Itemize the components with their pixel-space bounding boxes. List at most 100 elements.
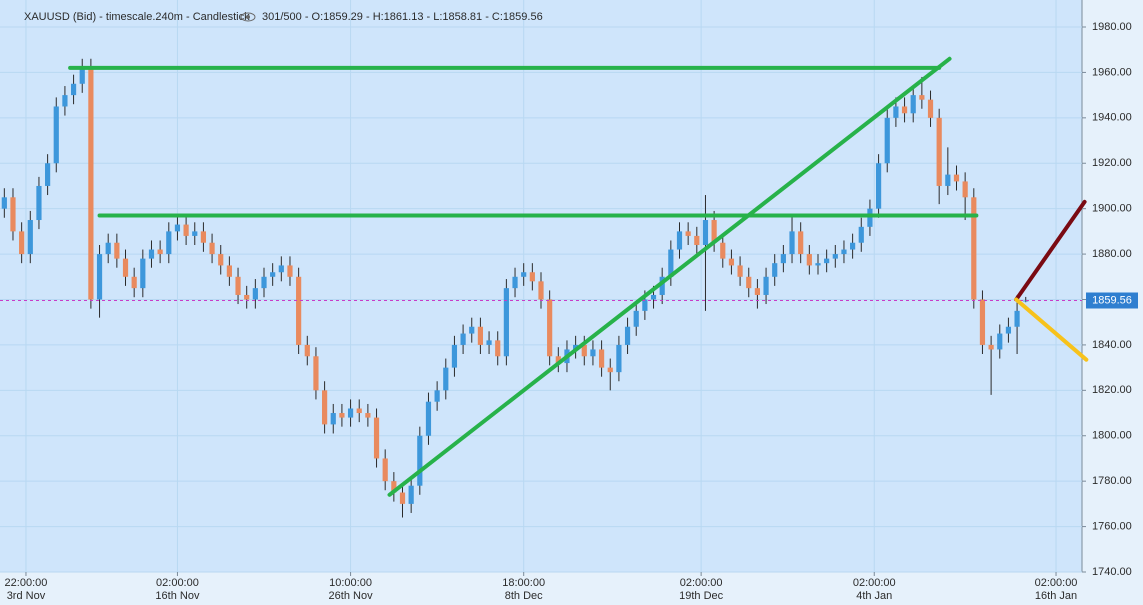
- candle-body: [114, 242, 120, 259]
- candle-body: [737, 265, 743, 277]
- candle-body: [962, 181, 968, 198]
- candle-body: [555, 356, 561, 364]
- candle-body: [296, 276, 302, 345]
- candle-body: [858, 226, 864, 243]
- candle-body: [798, 231, 804, 255]
- trend-line: [1014, 199, 1087, 302]
- candle-body: [391, 481, 397, 493]
- x-axis-area: [0, 572, 1082, 605]
- candle-body: [720, 242, 726, 259]
- candle-body: [824, 258, 830, 264]
- candle-body: [607, 367, 613, 373]
- candle-body: [313, 356, 319, 391]
- y-tick-label: 1960.00: [1092, 66, 1132, 78]
- candle-body: [365, 413, 371, 418]
- candle-body: [893, 106, 899, 118]
- candle-body: [373, 417, 380, 459]
- candle-body: [953, 174, 960, 182]
- candle-body: [174, 224, 181, 232]
- candle-body: [884, 117, 890, 164]
- candle-body: [252, 288, 258, 300]
- candle-body: [521, 272, 527, 277]
- x-tick-label: 18:00:00: [502, 577, 545, 589]
- y-tick-label: 1980.00: [1092, 21, 1132, 33]
- x-tick-label: 02:00:00: [680, 577, 723, 589]
- x-tick-date: 26th Nov: [329, 590, 374, 602]
- candle-body: [685, 231, 691, 236]
- candle-body: [806, 254, 812, 266]
- candle-body: [945, 174, 951, 186]
- candle-body: [434, 390, 440, 402]
- candle-body: [460, 333, 466, 345]
- x-tick-date: 8th Dec: [505, 590, 543, 602]
- y-tick-label: 1800.00: [1092, 430, 1132, 442]
- trend-line: [387, 56, 952, 497]
- x-tick-date: 16th Jan: [1035, 590, 1077, 602]
- candle-body: [650, 294, 657, 300]
- candle-body: [598, 349, 605, 368]
- candle-body: [512, 276, 518, 289]
- candle-body: [79, 67, 85, 84]
- candle-body: [399, 492, 406, 504]
- candle-body: [772, 263, 778, 277]
- candle-body: [875, 163, 882, 209]
- candle-body: [425, 401, 432, 436]
- candle-body: [711, 220, 717, 243]
- y-tick-label: 1780.00: [1092, 475, 1132, 487]
- candle-body: [192, 231, 198, 236]
- candle-body: [971, 197, 977, 300]
- candle-body: [417, 435, 423, 486]
- header-stats: 301/500 - O:1859.29 - H:1861.13 - L:1858…: [262, 11, 543, 23]
- candle-body: [226, 265, 232, 277]
- candle-body: [581, 344, 587, 357]
- x-tick-label: 02:00:00: [156, 577, 199, 589]
- candle-body: [469, 326, 475, 334]
- candle-body: [867, 208, 873, 227]
- candle-body: [997, 333, 1003, 350]
- candle-body: [754, 288, 760, 295]
- candle-body: [10, 197, 16, 232]
- candle-body: [624, 326, 631, 345]
- candle-body: [235, 276, 241, 295]
- candle-body: [547, 299, 553, 357]
- candle-body: [780, 254, 786, 264]
- candle-body: [477, 326, 484, 345]
- y-tick-label: 1940.00: [1092, 112, 1132, 124]
- x-tick-date: 19th Dec: [679, 590, 724, 602]
- header-symbol: XAUUSD (Bid) - timescale.240m - Candlest…: [24, 11, 250, 23]
- candle-body: [131, 276, 137, 289]
- candle-body: [910, 95, 916, 114]
- candle-body: [45, 163, 51, 186]
- candle-body: [443, 367, 449, 391]
- candle-body: [148, 249, 155, 259]
- x-tick-label: 22:00:00: [5, 577, 48, 589]
- y-tick-label: 1920.00: [1092, 157, 1132, 169]
- last-price-label: 1859.56: [1092, 294, 1132, 306]
- candle-body: [278, 265, 284, 273]
- trend-line: [1014, 297, 1089, 362]
- candle-body: [642, 299, 648, 311]
- candle-body: [702, 220, 709, 245]
- x-tick-label: 02:00:00: [853, 577, 896, 589]
- candle-body: [659, 276, 665, 295]
- candle-body: [988, 344, 994, 350]
- y-tick-label: 1880.00: [1092, 248, 1132, 260]
- candle-body: [322, 390, 328, 425]
- candle-body: [166, 231, 172, 255]
- candle-body: [919, 95, 925, 100]
- candle-body: [927, 99, 934, 118]
- candle-body: [1005, 326, 1012, 334]
- y-tick-label: 1740.00: [1092, 566, 1132, 578]
- candle-body: [573, 344, 579, 350]
- candle-body: [105, 242, 111, 255]
- candle-body: [789, 231, 795, 255]
- candle-body: [408, 485, 414, 504]
- candle-body: [832, 254, 838, 259]
- candle-body: [140, 258, 146, 289]
- x-tick-date: 3rd Nov: [7, 590, 46, 602]
- eye-icon[interactable]: [240, 12, 256, 22]
- candle-body: [27, 220, 33, 255]
- candle-body: [53, 106, 59, 164]
- candle-body: [96, 254, 103, 300]
